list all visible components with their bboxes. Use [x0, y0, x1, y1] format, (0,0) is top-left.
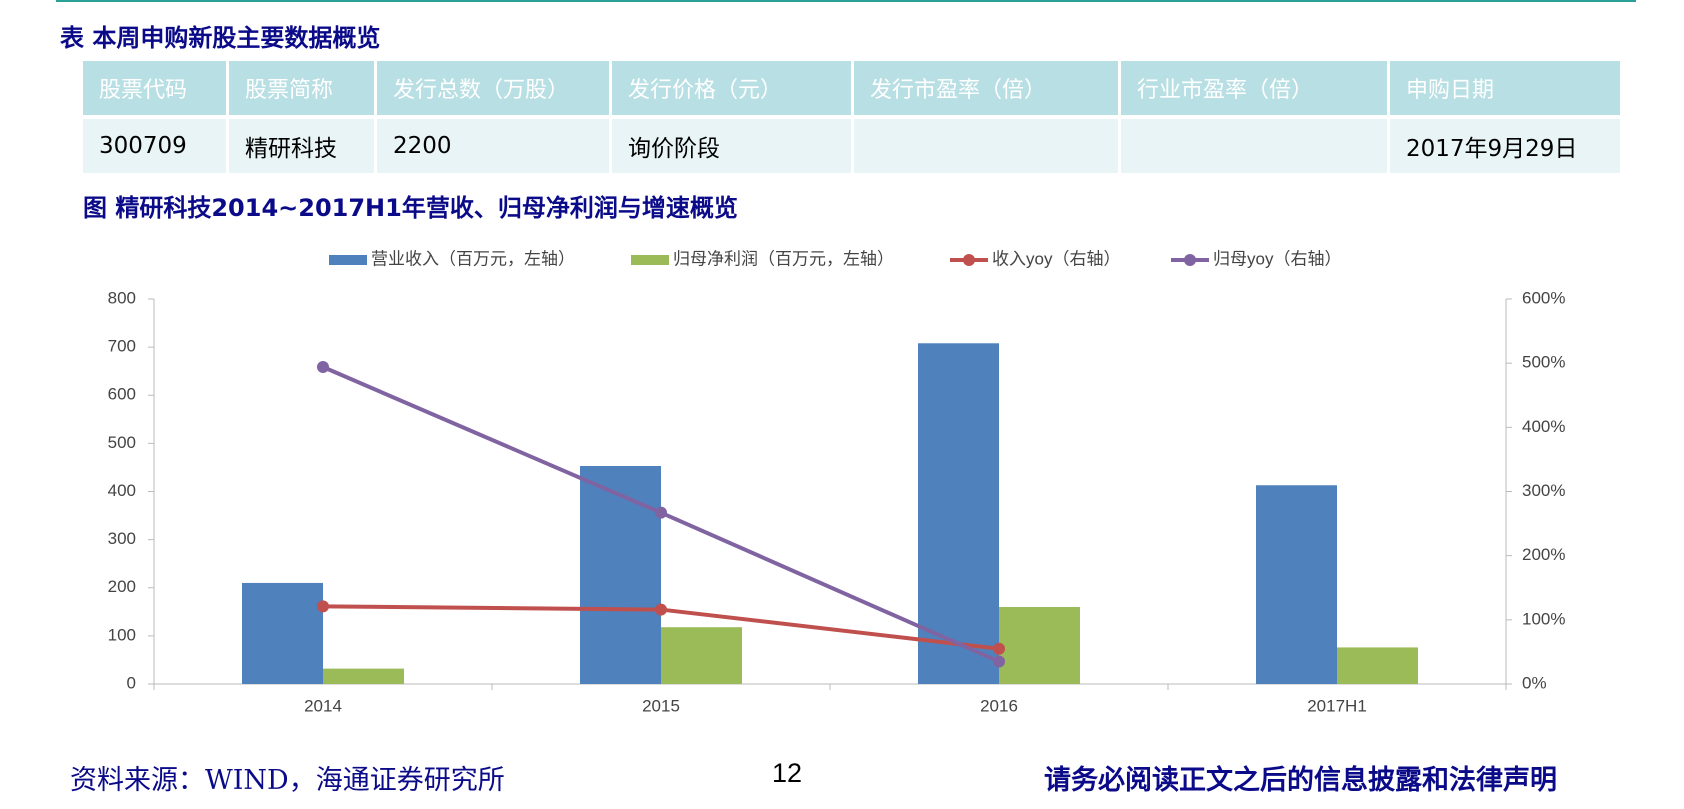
header-cell: 行业市盈率（倍）	[1121, 61, 1387, 115]
cell	[1121, 119, 1387, 173]
bar	[323, 668, 404, 684]
y-tick-label: 200	[108, 577, 136, 596]
legend-label: 营业收入（百万元，左轴）	[371, 249, 575, 268]
cell: 询价阶段	[612, 119, 851, 173]
line-marker	[317, 600, 329, 613]
y2-tick-label: 400%	[1522, 417, 1565, 436]
header-cell: 申购日期	[1390, 61, 1620, 115]
x-tick-label: 2017H1	[1307, 696, 1367, 715]
y2-tick-label: 600%	[1522, 288, 1565, 307]
cell: 2200	[377, 119, 609, 173]
top-rule	[56, 0, 1636, 2]
legend-label: 归母净利润（百万元，左轴）	[673, 249, 894, 268]
y2-tick-label: 0%	[1522, 673, 1547, 692]
header-cell: 发行市盈率（倍）	[854, 61, 1118, 115]
header-cell: 股票简称	[229, 61, 374, 115]
source-note: 资料来源：WIND，海通证券研究所	[70, 765, 505, 796]
y-tick-label: 100	[108, 625, 136, 644]
cell	[854, 119, 1118, 173]
line-marker	[655, 506, 667, 519]
cell: 2017年9月29日	[1390, 119, 1620, 173]
y-tick-label: 0	[127, 673, 136, 692]
disclaimer: 请务必阅读正文之后的信息披露和法律声明	[1044, 765, 1557, 796]
legend-swatch	[329, 255, 367, 265]
header-cell: 发行总数（万股）	[377, 61, 609, 115]
ipo-table: 股票代码 股票简称 发行总数（万股） 发行价格（元） 发行市盈率（倍） 行业市盈率（倍）申…	[80, 57, 1623, 177]
y-tick-label: 800	[108, 288, 136, 307]
legend-label: 归母yoy（右轴）	[1213, 249, 1341, 268]
legend-swatch	[1184, 254, 1196, 266]
y-tick-label: 300	[108, 529, 136, 548]
bar	[661, 627, 742, 684]
x-tick-label: 2014	[304, 696, 342, 715]
bar	[580, 465, 661, 684]
x-tick-label: 2016	[980, 696, 1018, 715]
line-marker	[993, 642, 1005, 655]
legend-swatch	[631, 255, 669, 265]
chart-title: 图 精研科技2014~2017H1年营收、归母净利润与增速概览	[83, 194, 738, 222]
y2-tick-label: 100%	[1522, 609, 1565, 628]
table-title: 表 本周申购新股主要数据概览	[60, 24, 381, 52]
bar	[999, 607, 1080, 684]
bar	[1337, 647, 1418, 684]
y-tick-label: 400	[108, 481, 136, 500]
y-tick-label: 700	[108, 337, 136, 356]
x-tick-label: 2015	[642, 696, 680, 715]
line-marker	[993, 655, 1005, 668]
legend-swatch	[963, 254, 975, 266]
line-marker	[317, 361, 329, 374]
y2-tick-label: 500%	[1522, 353, 1565, 372]
bar	[918, 343, 999, 684]
line-marker	[655, 603, 667, 616]
cell: 300709	[83, 119, 226, 173]
bar	[1256, 485, 1337, 684]
bar	[242, 582, 323, 684]
cell: 精研科技	[229, 119, 374, 173]
y2-tick-label: 300%	[1522, 481, 1565, 500]
legend-label: 收入yoy（右轴）	[992, 249, 1120, 268]
header-cell: 发行价格（元）	[612, 61, 851, 115]
header-cell: 股票代码	[83, 61, 226, 115]
page-number: 12	[772, 758, 803, 788]
y-tick-label: 500	[108, 433, 136, 452]
y-tick-label: 600	[108, 385, 136, 404]
y2-tick-label: 200%	[1522, 545, 1565, 564]
